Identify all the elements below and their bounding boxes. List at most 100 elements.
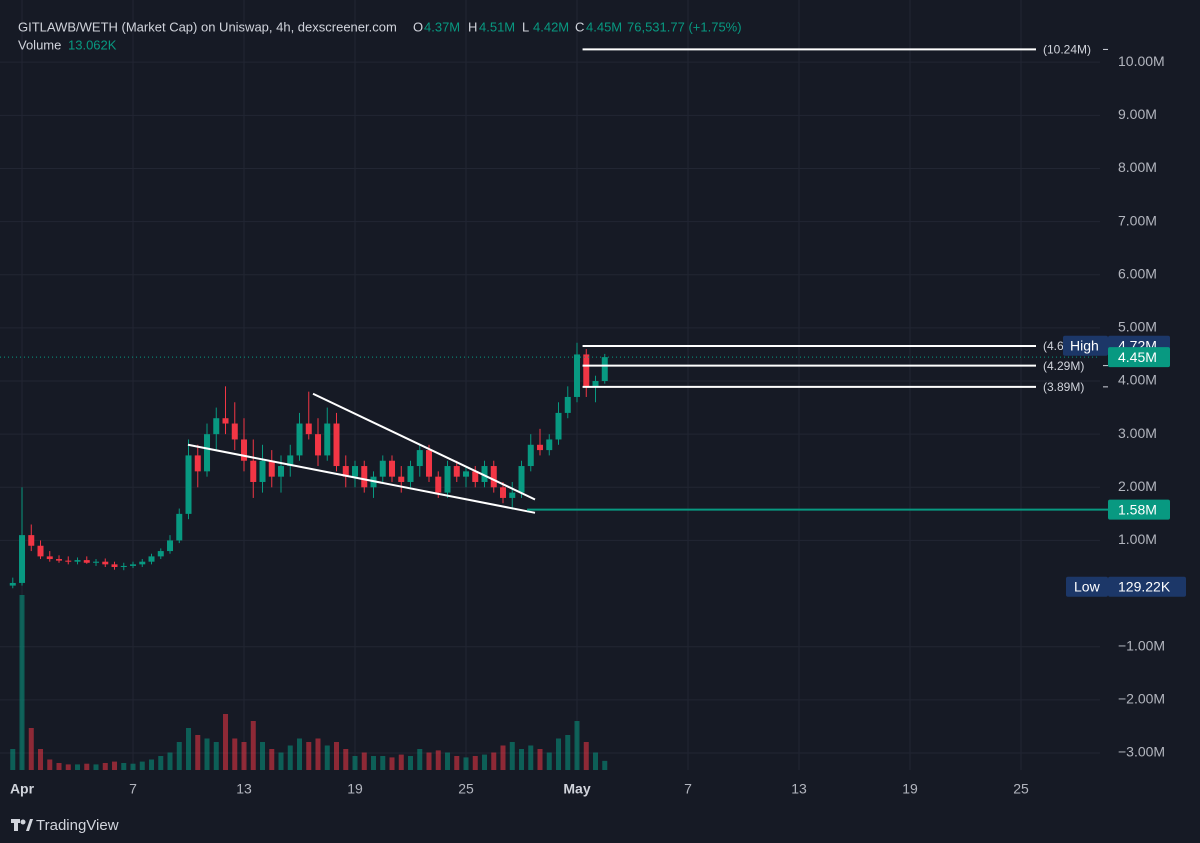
candle-body bbox=[453, 466, 460, 477]
y-tick-label: −3.00M bbox=[1118, 744, 1165, 760]
volume-bar bbox=[232, 738, 238, 770]
volume-label: Volume bbox=[18, 37, 61, 52]
candle-body bbox=[157, 551, 164, 557]
volume-bar bbox=[371, 756, 377, 770]
candle-body bbox=[435, 476, 442, 493]
low-value-label: 129.22K bbox=[1118, 578, 1171, 594]
volume-bar bbox=[28, 728, 34, 770]
volume-bar bbox=[519, 749, 525, 770]
chart-title: GITLAWB/WETH (Market Cap) on Uniswap, 4h… bbox=[18, 19, 397, 34]
low-value-box bbox=[1108, 576, 1186, 597]
x-tick-label: Apr bbox=[10, 781, 35, 797]
footer: TradingView bbox=[36, 817, 119, 834]
candle-body bbox=[490, 466, 497, 488]
volume-bar bbox=[223, 714, 229, 770]
candle-body bbox=[194, 455, 201, 472]
y-tick-label: 1.00M bbox=[1118, 531, 1157, 547]
candle-body bbox=[56, 559, 63, 561]
volume-bar bbox=[121, 763, 127, 770]
candle-body bbox=[444, 466, 451, 493]
x-tick-label: 7 bbox=[684, 781, 692, 797]
volume-bar bbox=[297, 738, 303, 770]
volume-bar bbox=[56, 763, 62, 770]
candle-body bbox=[426, 450, 433, 477]
candle-body bbox=[83, 560, 90, 563]
volume-bar bbox=[482, 754, 488, 770]
candle-body bbox=[527, 444, 534, 467]
candle-body bbox=[241, 439, 248, 461]
candle-body bbox=[139, 561, 146, 565]
candle-body bbox=[37, 545, 44, 557]
volume-bar bbox=[426, 752, 432, 770]
candle-body bbox=[231, 423, 238, 440]
ohlc-value: 4.37M bbox=[424, 19, 460, 34]
volume-bar bbox=[361, 752, 367, 770]
candle-body bbox=[93, 561, 100, 563]
candle-body bbox=[102, 561, 109, 565]
y-tick-label: 10.00M bbox=[1118, 53, 1165, 69]
candle-body bbox=[250, 460, 257, 482]
volume-bar bbox=[93, 764, 99, 770]
volume-bar bbox=[343, 749, 349, 770]
volume-bar bbox=[65, 764, 71, 770]
candle-body bbox=[19, 535, 26, 583]
volume-bar bbox=[204, 738, 210, 770]
volume-bar bbox=[315, 738, 321, 770]
x-tick-label: 25 bbox=[458, 781, 474, 797]
volume-bar bbox=[380, 756, 386, 770]
candle-body bbox=[305, 423, 312, 435]
ohlc-value: 4.45M bbox=[586, 19, 622, 34]
y-tick-label: 6.00M bbox=[1118, 265, 1157, 281]
y-tick-label: 2.00M bbox=[1118, 478, 1157, 494]
volume-bar bbox=[398, 754, 404, 770]
volume-bar bbox=[250, 721, 256, 770]
volume-bar bbox=[10, 749, 16, 770]
volume-bar bbox=[139, 761, 145, 770]
y-tick-label: 8.00M bbox=[1118, 159, 1157, 175]
candle-body bbox=[204, 434, 211, 472]
candle-body bbox=[130, 564, 137, 566]
x-tick-label: 25 bbox=[1013, 781, 1029, 797]
ohlc-value: 4.51M bbox=[479, 19, 515, 34]
volume-bar bbox=[38, 749, 44, 770]
volume-bar bbox=[583, 742, 589, 770]
candle-body bbox=[167, 540, 174, 552]
volume-bar bbox=[186, 728, 192, 770]
volume-bar bbox=[269, 749, 275, 770]
trendline bbox=[312, 392, 536, 501]
ohlc-label: C bbox=[575, 19, 584, 34]
low-tag bbox=[1066, 576, 1108, 597]
volume-bar bbox=[565, 735, 571, 770]
volume-bar bbox=[102, 763, 108, 770]
volume-bar bbox=[260, 742, 266, 770]
volume-bar bbox=[528, 745, 534, 770]
candle-body bbox=[555, 412, 562, 440]
volume-bar bbox=[417, 749, 423, 770]
candle-body bbox=[296, 423, 303, 456]
candle-body bbox=[416, 450, 423, 467]
candle-body bbox=[352, 466, 359, 477]
trendline bbox=[187, 443, 536, 514]
volume-bar bbox=[602, 760, 608, 770]
candle-body bbox=[65, 560, 72, 562]
plot bbox=[9, 342, 608, 770]
x-tick-label: 13 bbox=[791, 781, 807, 797]
volume-bar bbox=[195, 735, 201, 770]
volume-bar bbox=[500, 745, 506, 770]
candle-body bbox=[389, 460, 396, 477]
volume-bar bbox=[472, 756, 478, 770]
high-tag bbox=[1063, 335, 1108, 356]
support-box bbox=[1108, 499, 1170, 520]
x-tick-label: 7 bbox=[129, 781, 137, 797]
level-label: (10.24M) bbox=[1043, 43, 1091, 57]
x-tick-label: 13 bbox=[236, 781, 252, 797]
candle-body bbox=[9, 582, 16, 586]
candle-body bbox=[120, 565, 127, 568]
candle-body bbox=[259, 460, 266, 482]
candle-body bbox=[74, 560, 81, 562]
last-price-label: 4.45M bbox=[1118, 349, 1157, 365]
volume-bar bbox=[593, 752, 599, 770]
volume-bar bbox=[149, 759, 155, 770]
footer-logo bbox=[11, 819, 33, 831]
